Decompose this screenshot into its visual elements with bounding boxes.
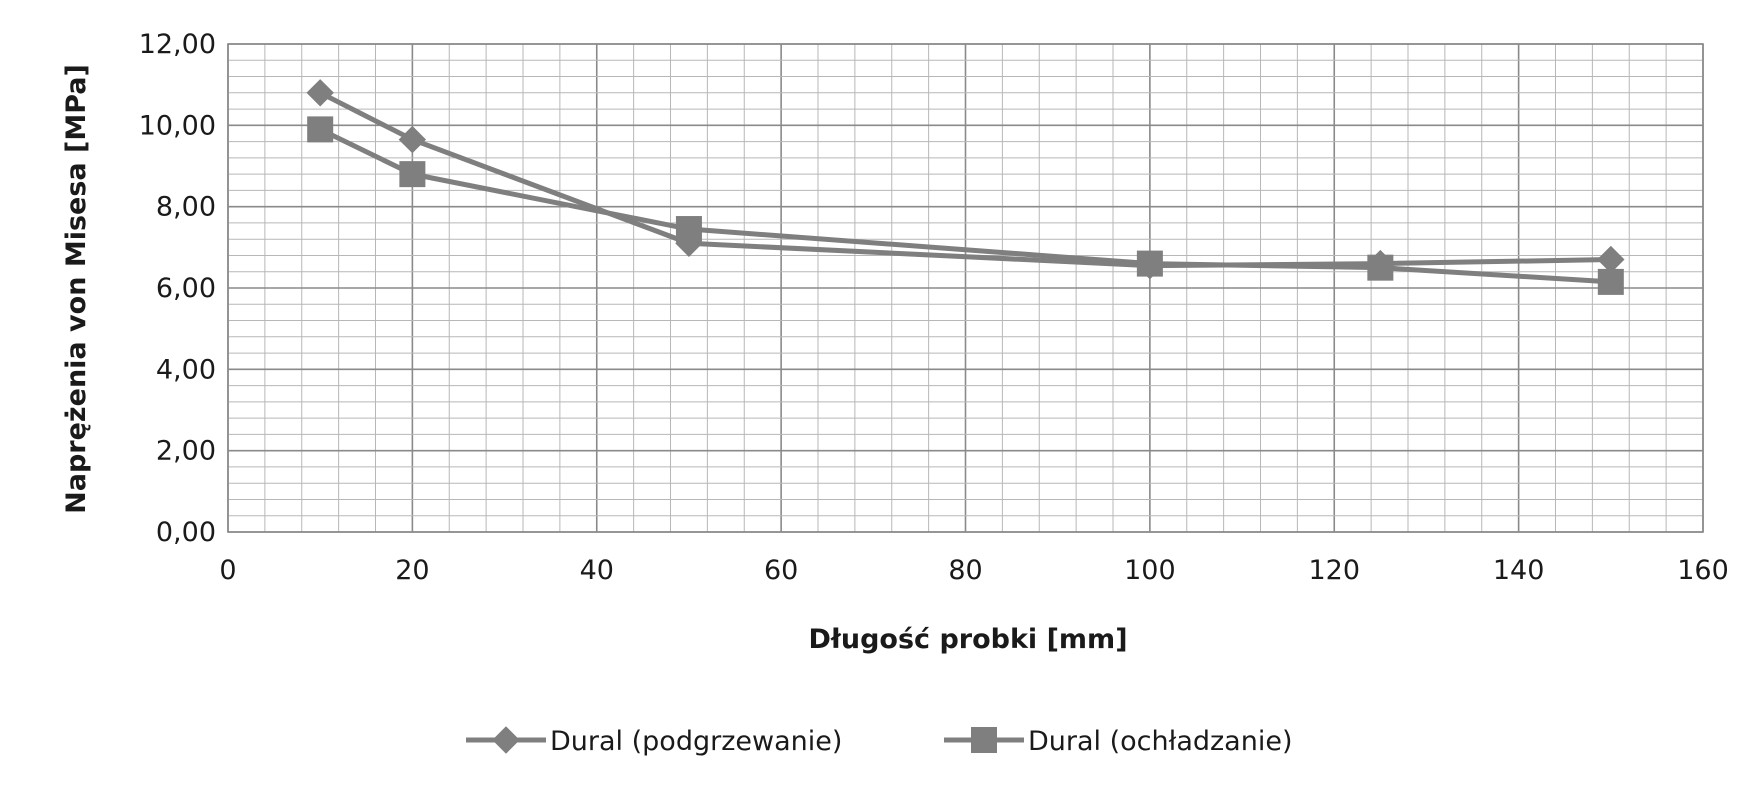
y-tick-label: 12,00 <box>139 29 216 60</box>
x-tick-label: 0 <box>219 555 236 586</box>
series-layer <box>306 79 1625 295</box>
y-tick-label: 4,00 <box>156 354 216 385</box>
y-tick-label: 2,00 <box>156 436 216 467</box>
y-axis-ticks: 0,00 2,00 4,00 6,00 8,00 10,00 12,00 <box>139 29 216 548</box>
y-tick-label: 6,00 <box>156 273 216 304</box>
diamond-marker-1 <box>398 125 427 154</box>
x-tick-label: 140 <box>1493 555 1545 586</box>
legend-marker-2 <box>971 727 997 753</box>
diamond-marker-1 <box>1597 245 1625 274</box>
square-marker-2 <box>675 216 702 243</box>
x-axis-ticks: 0 20 40 60 80 100 120 140 160 <box>219 555 1728 586</box>
x-tick-label: 80 <box>948 555 982 586</box>
square-marker-2 <box>1367 254 1394 281</box>
series-line-2 <box>319 127 1611 285</box>
square-marker-2 <box>307 116 334 143</box>
square-marker-2 <box>1136 250 1163 277</box>
legend-label-1: Dural (podgrzewanie) <box>550 726 842 757</box>
y-tick-label: 0,00 <box>156 517 216 548</box>
legend: Dural (podgrzewanie) Dural (ochładzanie) <box>466 726 1292 757</box>
y-tick-label: 10,00 <box>139 110 216 141</box>
x-tick-label: 40 <box>580 555 614 586</box>
plot-grid <box>227 43 1704 533</box>
x-tick-label: 20 <box>395 555 429 586</box>
legend-label-2: Dural (ochładzanie) <box>1028 726 1292 757</box>
x-tick-label: 60 <box>764 555 798 586</box>
series-line-1 <box>319 90 1611 269</box>
x-axis-title: Długość probki [mm] <box>808 624 1127 655</box>
y-axis-title: Naprężenia von Misesa [MPa] <box>61 64 92 514</box>
plot-area-border <box>227 43 1704 533</box>
diamond-marker-1 <box>306 79 334 107</box>
x-tick-label: 160 <box>1677 555 1729 586</box>
legend-marker-1 <box>492 726 520 754</box>
x-tick-label: 100 <box>1124 555 1176 586</box>
square-marker-2 <box>1597 268 1624 295</box>
x-tick-label: 120 <box>1308 555 1360 586</box>
square-marker-2 <box>399 161 426 188</box>
y-tick-label: 8,00 <box>156 192 216 223</box>
